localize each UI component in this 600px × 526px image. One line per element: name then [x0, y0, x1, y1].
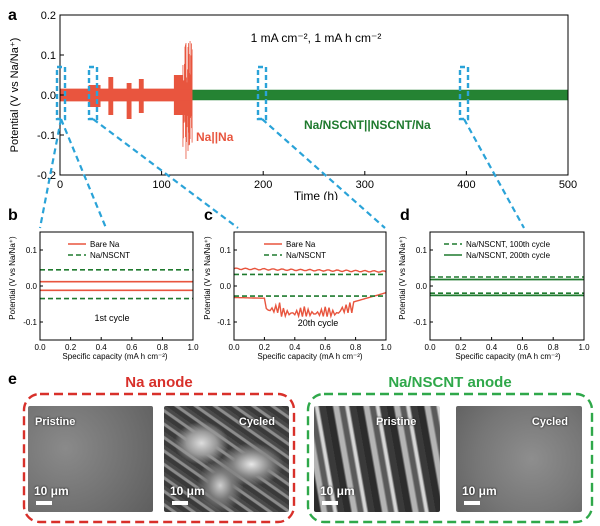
scale-bar	[322, 501, 338, 505]
y-tick-label: 0.0	[26, 282, 38, 291]
trace	[233, 292, 387, 319]
y-tick-label: 0.1	[26, 246, 38, 255]
nscnt-cycled-sem-image: Cycled 10 μm	[456, 406, 582, 512]
x-tick-label: 0.8	[548, 343, 560, 352]
panel-b-annotation: 1st cycle	[94, 313, 129, 323]
y-tick-label: 0.0	[220, 282, 232, 291]
x-tick-label: 0.2	[455, 343, 467, 352]
scale-bar	[36, 501, 52, 505]
trace	[233, 267, 387, 273]
scale-bar-label: 10 μm	[170, 484, 205, 498]
panel-d-xlabel: Specific capacity (mA h cm⁻²)	[455, 352, 560, 361]
x-tick-label: 0	[57, 179, 63, 191]
x-tick-label: 0.0	[34, 343, 46, 352]
panel-d-ylabel: Potential (V vs Na/Na⁺)	[398, 236, 407, 320]
nscnt-anode-box	[306, 392, 594, 524]
nscnt-pristine-caption: Pristine	[376, 416, 417, 428]
y-tick-label: 0.1	[41, 50, 56, 62]
nscnt-pristine-sem-image: Pristine 10 μm	[314, 406, 440, 512]
panel-a-na-label: Na||Na	[196, 130, 234, 144]
x-tick-label: 200	[254, 179, 272, 191]
x-tick-label: 0.8	[157, 343, 169, 352]
x-tick-label: 0.4	[96, 343, 108, 352]
panel-b-xlabel: Specific capacity (mA h cm⁻²)	[62, 352, 167, 361]
y-tick-label: 0.0	[416, 282, 428, 291]
y-tick-label: 0.2	[41, 10, 56, 22]
panel-e-frames: e	[8, 371, 594, 524]
x-tick-label: 1.0	[380, 343, 392, 352]
panel-a-label: a	[8, 7, 17, 24]
na-pristine-caption: Pristine	[35, 416, 76, 428]
na-cycled-sem-image: Cycled 10 μm	[164, 406, 289, 512]
panel-c-xlabel: Specific capacity (mA h cm⁻²)	[257, 352, 362, 361]
panel-a-chart: a Potential (V vs Na/Na⁺) 0.20.10.0-0.1-…	[8, 7, 577, 200]
scale-bar	[172, 501, 188, 505]
panel-b-chart: b Potential (V vs Na/Na⁺) 0.1 0.0 -0.1 0.0 0…	[8, 207, 199, 361]
scale-bar-label: 10 μm	[320, 484, 355, 498]
y-tick-label: 0.1	[416, 246, 428, 255]
legend-entry: Na/NSCNT, 200th cycle	[466, 251, 551, 260]
x-tick-label: 400	[457, 179, 475, 191]
panel-d-label: d	[400, 207, 410, 224]
legend-entry: Bare Na	[90, 240, 120, 249]
y-tick-label: 0.1	[220, 246, 232, 255]
nscnt-anode-title: Na/NSCNT anode	[308, 374, 592, 391]
legend-entry: Bare Na	[286, 240, 316, 249]
panel-b-ylabel: Potential (V vs Na/Na⁺)	[8, 236, 17, 320]
legend-entry: Na/NSCNT, 100th cycle	[466, 240, 551, 249]
panel-a-ylabel: Potential (V vs Na/Na⁺)	[9, 38, 21, 153]
panel-a-xlabel: Time (h)	[294, 189, 338, 200]
x-tick-label: 0.6	[517, 343, 529, 352]
x-tick-label: 1.0	[578, 343, 590, 352]
y-tick-label: -0.1	[23, 318, 37, 327]
panel-c-label: c	[204, 207, 213, 224]
legend-entry: Na/NSCNT	[286, 251, 326, 260]
callout-connectors	[38, 118, 525, 229]
x-tick-label: 0.6	[320, 343, 332, 352]
na-cycled-caption: Cycled	[238, 416, 275, 428]
panel-a-condition: 1 mA cm⁻², 1 mA h cm⁻²	[251, 31, 382, 45]
panels-bcd: b Potential (V vs Na/Na⁺) 0.1 0.0 -0.1 0.0 0…	[8, 207, 590, 361]
x-tick-label: 0.8	[350, 343, 362, 352]
x-tick-label: 0.2	[259, 343, 271, 352]
panel-a-nscnt-label: Na/NSCNT||NSCNT/Na	[304, 118, 431, 132]
panel-a-x-ticks: 0 100 200 300 400 500	[57, 171, 577, 191]
y-tick-label: -0.1	[413, 318, 427, 327]
panel-c-annotation: 20th cycle	[298, 318, 339, 328]
x-tick-label: 0.0	[228, 343, 240, 352]
na-pristine-sem-image: Pristine 10 μm	[28, 406, 153, 512]
na-anode-box	[22, 392, 296, 524]
x-tick-label: 0.4	[289, 343, 301, 352]
scale-bar-label: 10 μm	[34, 484, 69, 498]
legend-entry: Na/NSCNT	[90, 251, 130, 260]
y-tick-label: -0.1	[37, 130, 56, 142]
y-tick-label: -0.1	[217, 318, 231, 327]
x-tick-label: 0.2	[65, 343, 77, 352]
x-tick-label: 100	[152, 179, 170, 191]
x-tick-label: 0.4	[486, 343, 498, 352]
panel-b-label: b	[8, 207, 18, 224]
panel-e-label: e	[8, 371, 17, 388]
x-tick-label: 300	[356, 179, 374, 191]
x-tick-label: 500	[559, 179, 577, 191]
scale-bar-label: 10 μm	[462, 484, 497, 498]
x-tick-label: 0.6	[126, 343, 138, 352]
panel-d-chart: d Potential (V vs Na/Na⁺) 0.1 0.0 -0.1 0.0 0…	[398, 207, 590, 361]
panel-c-ylabel: Potential (V vs Na/Na⁺)	[203, 236, 212, 320]
nscnt-cycled-caption: Cycled	[531, 416, 568, 428]
panel-c-chart: c Potential (V vs Na/Na⁺) 0.1 0.0 -0.1 0.0 0…	[203, 207, 392, 361]
y-tick-label: 0.0	[41, 90, 56, 102]
scale-bar	[464, 501, 480, 505]
x-tick-label: 0.0	[424, 343, 436, 352]
na-anode-title: Na anode	[24, 374, 294, 391]
x-tick-label: 1.0	[187, 343, 199, 352]
